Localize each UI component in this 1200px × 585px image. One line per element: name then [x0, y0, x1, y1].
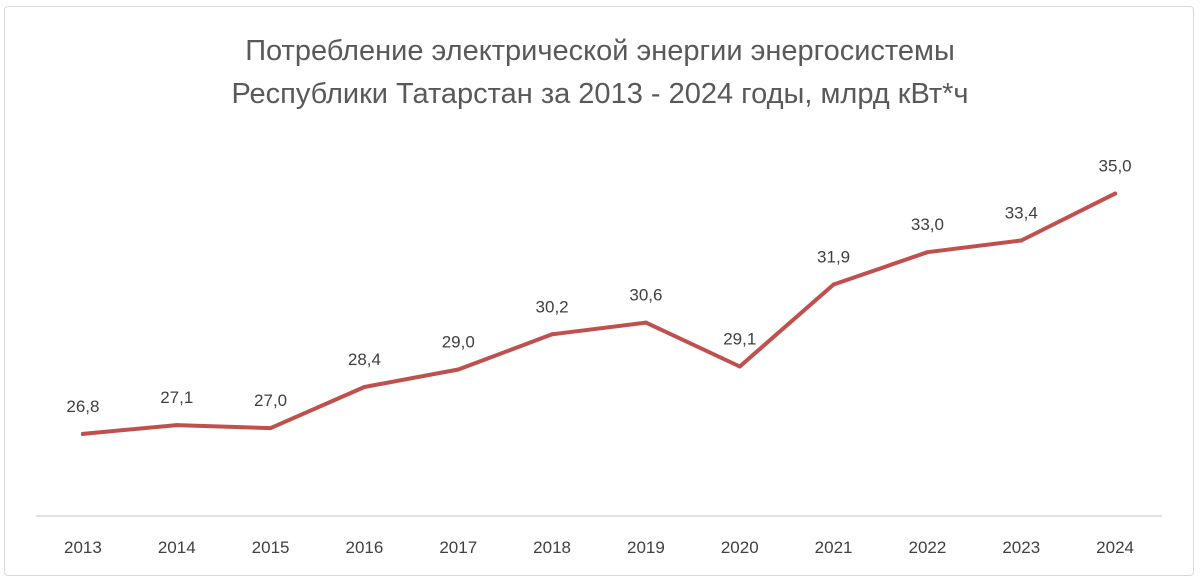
data-label: 27,0 — [254, 391, 287, 410]
x-tick-label: 2017 — [439, 538, 477, 557]
x-tick-label: 2020 — [721, 538, 759, 557]
data-label: 33,4 — [1005, 204, 1038, 223]
data-label: 28,4 — [348, 350, 381, 369]
data-point — [456, 367, 461, 372]
data-point — [1113, 191, 1118, 196]
data-label: 27,1 — [160, 388, 193, 407]
data-point — [831, 282, 836, 287]
data-point — [550, 332, 555, 337]
data-point — [268, 426, 273, 431]
chart-frame — [4, 6, 1194, 576]
data-point — [80, 431, 85, 436]
x-tick-label: 2024 — [1096, 538, 1134, 557]
x-tick-label: 2016 — [346, 538, 384, 557]
data-label: 31,9 — [817, 247, 850, 266]
data-point — [737, 364, 742, 369]
chart-title-line-1: Потребление электрической энергии энерго… — [245, 35, 955, 67]
data-label: 26,8 — [66, 397, 99, 416]
data-label: 29,1 — [723, 330, 756, 349]
x-tick-label: 2014 — [158, 538, 196, 557]
x-tick-label: 2018 — [533, 538, 571, 557]
series-line — [80, 191, 1118, 436]
chart-title: Потребление электрической энергии энерго… — [0, 30, 1200, 116]
x-tick-label: 2015 — [252, 538, 290, 557]
data-label: 33,0 — [911, 215, 944, 234]
x-tick-label: 2013 — [64, 538, 102, 557]
data-point — [1019, 238, 1024, 243]
x-tick-label: 2021 — [815, 538, 853, 557]
x-tick-label: 2022 — [909, 538, 947, 557]
chart-title-line-2: Республики Татарстан за 2013 - 2024 годы… — [231, 78, 969, 110]
data-point — [174, 423, 179, 428]
x-tick-label: 2023 — [1002, 538, 1040, 557]
data-point — [925, 250, 930, 255]
data-label: 29,0 — [442, 332, 475, 351]
data-label: 30,2 — [536, 297, 569, 316]
data-point — [643, 320, 648, 325]
data-label: 35,0 — [1099, 157, 1132, 176]
data-point — [362, 385, 367, 390]
x-tick-label: 2019 — [627, 538, 665, 557]
data-label: 30,6 — [629, 286, 662, 305]
